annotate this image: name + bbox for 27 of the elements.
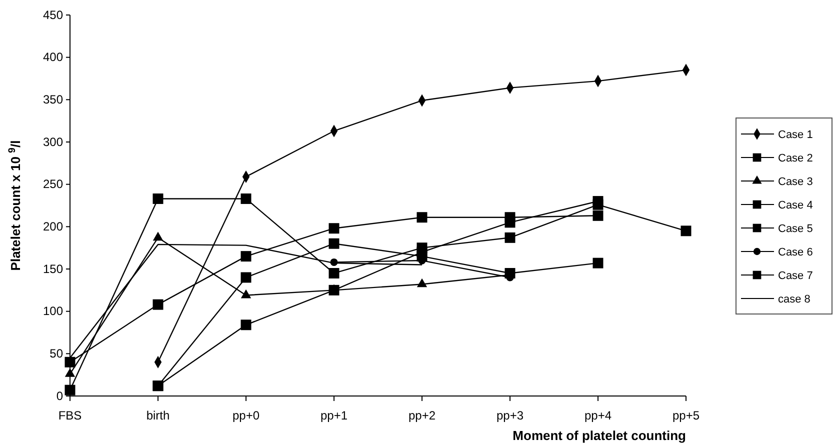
y-tick-label: 350 [42,92,64,107]
x-tick-label: pp+4 [584,408,612,423]
x-axis-title: Moment of platelet counting [512,428,686,443]
y-tick-label: 200 [42,220,64,234]
legend-label: Case 1 [778,129,813,141]
y-tick-label: 400 [42,50,64,64]
y-tick-label: 250 [42,177,64,192]
x-tick-label: pp+5 [672,408,700,423]
legend-label: case 8 [778,294,810,306]
x-tick-label: FBS [58,408,82,423]
x-tick-label: pp+1 [320,408,348,423]
legend-label: Case 4 [778,200,813,212]
y-tick-label: 0 [56,388,64,403]
legend-label: Case 3 [778,176,813,188]
y-tick-label: 150 [42,262,64,276]
y-tick-label: 300 [42,134,64,149]
x-tick-label: birth [146,408,170,423]
legend-label: Case 5 [778,223,813,235]
x-tick-label: pp+3 [496,408,524,423]
y-tick-label: 450 [42,8,64,22]
legend-label: Case 6 [778,246,813,258]
x-tick-label: pp+0 [232,408,260,423]
y-tick-label: 100 [42,304,64,318]
y-tick-label: 50 [50,346,64,361]
legend-label: Case 7 [778,270,813,282]
x-tick-label: pp+2 [408,408,436,423]
legend-label: Case 2 [778,152,813,164]
